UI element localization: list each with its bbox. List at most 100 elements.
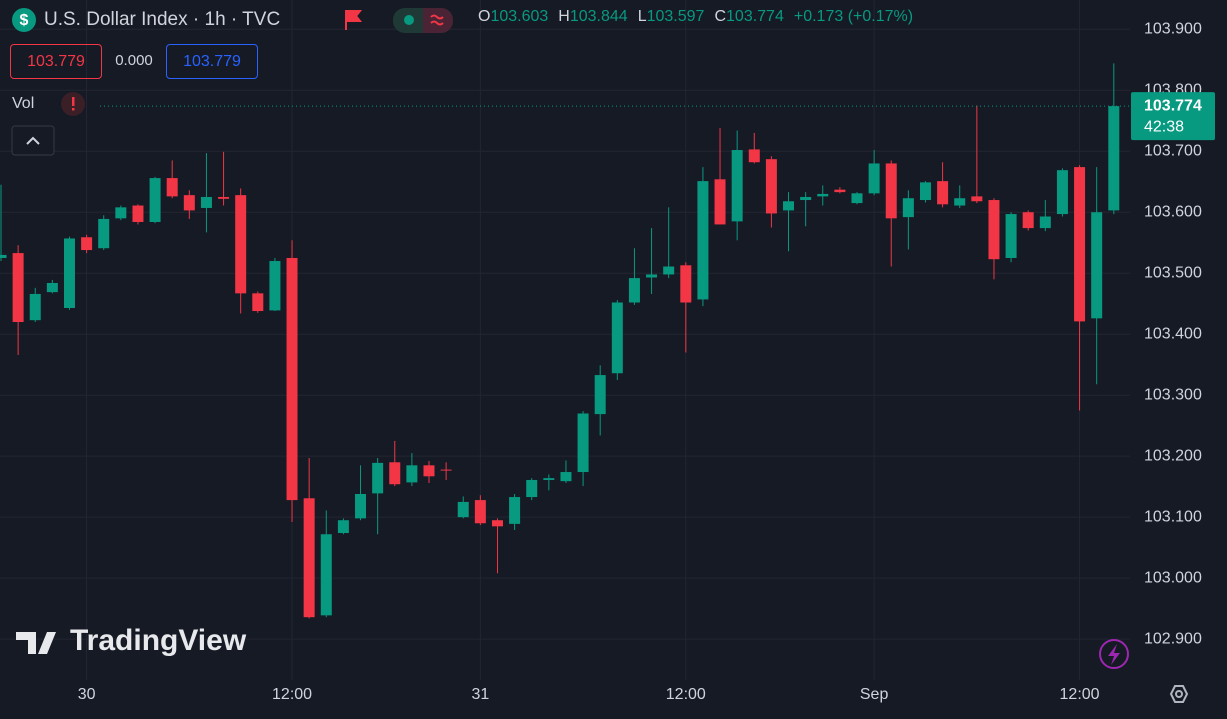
y-tick-label: 103.400 xyxy=(1144,325,1202,342)
candle-body xyxy=(851,193,863,204)
candles xyxy=(0,63,1120,619)
candle-body xyxy=(286,257,298,501)
candle-body xyxy=(235,195,247,294)
candle-body xyxy=(98,218,110,249)
candle-body xyxy=(954,198,966,206)
y-tick-label: 103.500 xyxy=(1144,264,1202,281)
close-value: 103.774 xyxy=(726,8,784,25)
x-tick-label: 12:00 xyxy=(666,686,706,703)
candle-body xyxy=(1074,167,1086,322)
ohlc-label: H xyxy=(558,8,570,25)
open-value: 103.603 xyxy=(490,8,549,25)
candle-body xyxy=(731,150,743,222)
high-value: 103.844 xyxy=(569,8,628,25)
candle-body xyxy=(783,201,795,211)
logo-text: TradingView xyxy=(70,624,247,657)
ohlc-label: C xyxy=(714,8,727,25)
candle-body xyxy=(491,520,503,527)
x-tick-label: 31 xyxy=(471,686,489,703)
y-tick-label: 103.300 xyxy=(1144,386,1202,403)
buy-price[interactable]: 103.779 xyxy=(166,44,258,79)
candle-body xyxy=(663,266,675,275)
candle-body xyxy=(885,163,897,219)
candle-body xyxy=(46,282,58,293)
chart-title: U.S. Dollar Index · 1h · TVC xyxy=(44,9,281,30)
candle-body xyxy=(577,413,589,473)
y-tick-label: 103.000 xyxy=(1144,569,1202,586)
x-tick-label: 12:00 xyxy=(272,686,312,703)
candle-body xyxy=(269,261,281,311)
ohlc-legend: O103.603 H103.844 L103.597 C103.774 +0.173 (… xyxy=(478,8,923,26)
candle-body xyxy=(200,196,212,208)
x-tick-label: Sep xyxy=(860,686,889,703)
candle-body xyxy=(166,178,178,197)
candle-body xyxy=(252,293,264,312)
candle-body xyxy=(29,293,41,321)
candle-body xyxy=(423,465,435,477)
candle-body xyxy=(971,196,983,202)
spread: 0.000 xyxy=(115,52,153,69)
status-toggle[interactable] xyxy=(393,8,453,33)
last-price-box xyxy=(1131,92,1215,141)
candle-body xyxy=(1108,106,1120,211)
y-tick-label: 103.700 xyxy=(1144,142,1202,159)
candle-body xyxy=(526,479,538,498)
candle-body xyxy=(628,278,640,303)
candle-body xyxy=(1091,212,1103,319)
candle-body xyxy=(372,462,384,494)
candle-body xyxy=(1056,170,1068,215)
candle-body xyxy=(457,501,469,518)
axes: 102.900 103.000 103.100 103.200 103.300 103.4… xyxy=(78,20,1215,703)
candle-body xyxy=(834,189,846,193)
candle-body xyxy=(902,198,914,218)
candle-body xyxy=(218,196,230,199)
countdown-label: 42:38 xyxy=(1144,118,1184,135)
logo: TradingView xyxy=(16,624,247,657)
settings-button[interactable] xyxy=(1169,685,1189,703)
candle-body xyxy=(132,205,144,222)
y-tick-label: 103.200 xyxy=(1144,447,1202,464)
candle-body xyxy=(765,159,777,214)
y-tick-label: 103.600 xyxy=(1144,203,1202,220)
candle-body xyxy=(1039,216,1051,229)
candle-body xyxy=(646,274,658,278)
candle-body xyxy=(611,302,623,374)
candle-body xyxy=(440,469,452,471)
last-price-label: 103.774 xyxy=(1144,97,1202,114)
sell-price[interactable]: 103.779 xyxy=(10,44,102,79)
ohlc-label: L xyxy=(637,8,647,25)
candle-body xyxy=(115,207,127,219)
candle-body xyxy=(543,478,555,480)
candle-body xyxy=(63,238,75,308)
symbol-icon: $ xyxy=(12,8,36,32)
volume-warning[interactable] xyxy=(61,92,85,116)
symbol-icon-text: $ xyxy=(20,12,29,29)
candle-body xyxy=(1022,212,1034,229)
candle-body xyxy=(868,163,880,194)
candle-body xyxy=(337,520,349,534)
lightning-button[interactable] xyxy=(1099,639,1129,669)
candle-body xyxy=(355,493,367,519)
candle-body xyxy=(474,500,486,524)
change-value: +0.173 (+0.17%) xyxy=(793,8,914,25)
candle-body xyxy=(1005,214,1017,258)
candle-body xyxy=(81,237,93,251)
candle-body xyxy=(0,254,7,258)
collapse-button[interactable] xyxy=(11,125,55,156)
candle-body xyxy=(817,193,829,197)
candle-body xyxy=(406,465,418,483)
candle-body xyxy=(320,534,332,616)
flag-icon[interactable] xyxy=(345,10,363,30)
x-tick-label: 30 xyxy=(78,686,96,703)
candle-body xyxy=(988,200,1000,260)
candle-body xyxy=(697,181,709,300)
candle-body xyxy=(680,265,692,303)
candle-body xyxy=(560,472,572,482)
candle-body xyxy=(919,182,931,201)
candle-body xyxy=(149,178,161,222)
candle-body xyxy=(714,179,726,225)
y-tick-label: 103.100 xyxy=(1144,508,1202,525)
candle-body xyxy=(303,498,315,618)
